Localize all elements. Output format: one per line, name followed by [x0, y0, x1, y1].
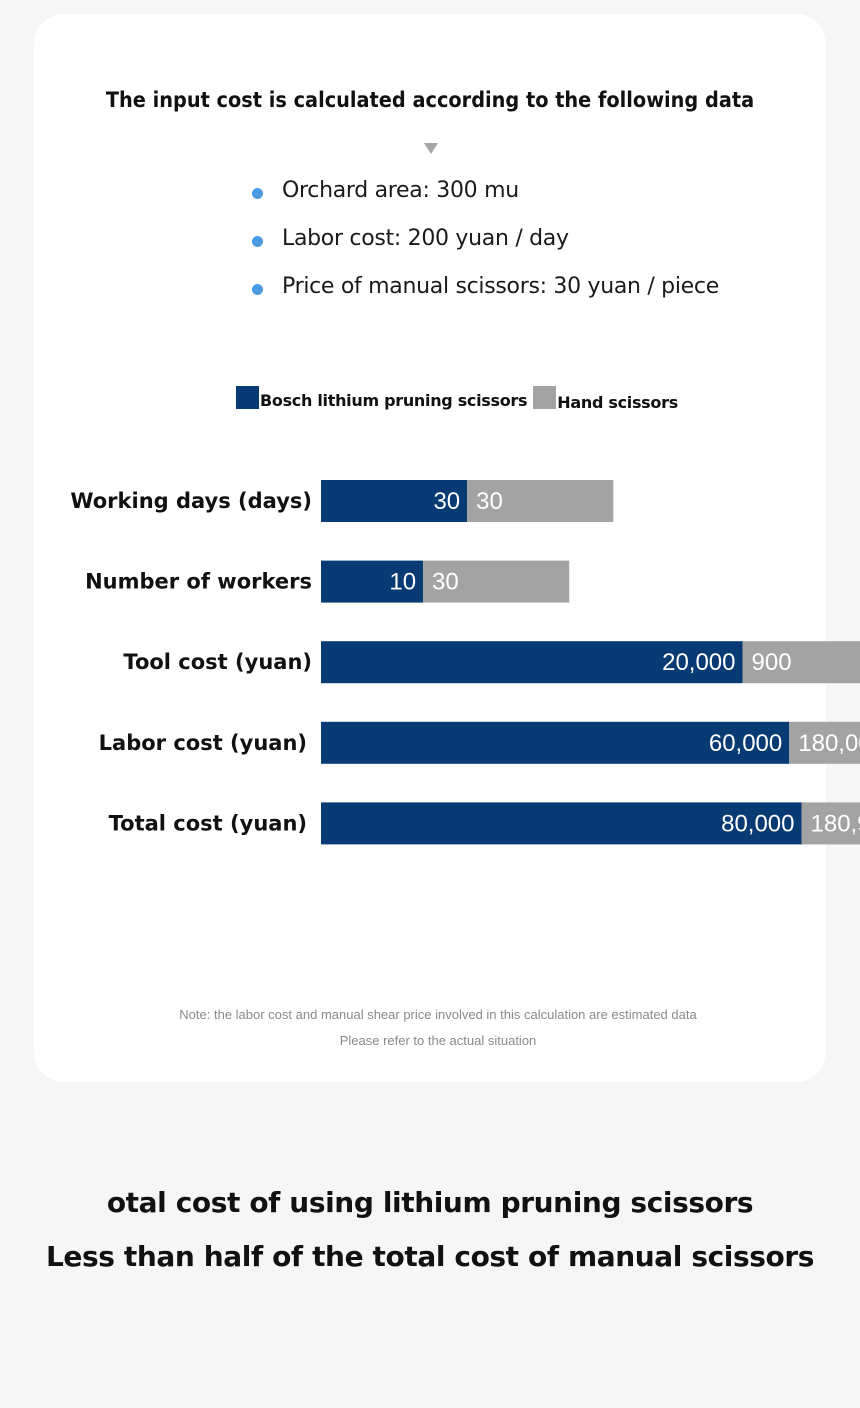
data-label-hand: 900 [752, 649, 792, 676]
legend-item-hand: Hand scissors [533, 386, 678, 412]
assumption-item: Orchard area: 300 mu [252, 178, 719, 226]
bar-hand [742, 641, 860, 684]
category-label: Working days (days) [70, 489, 312, 513]
data-label-bosch: 30 [433, 488, 460, 515]
data-label-hand: 30 [476, 488, 503, 515]
bar-bosch [321, 802, 802, 845]
assumption-text: Orchard area: 300 mu [282, 178, 519, 203]
bar-hand [801, 802, 860, 845]
conclusion-line-1: otal cost of using lithium pruning sciss… [106, 1186, 754, 1219]
category-label: Labor cost (yuan) [99, 731, 307, 755]
note-line-2: Please refer to the actual situation [339, 1033, 537, 1048]
note-line-1: Note: the labor cost and manual shear pr… [179, 1007, 697, 1022]
assumption-list: Orchard area: 300 mu Labor cost: 200 yua… [252, 178, 719, 322]
category-label: Total cost (yuan) [109, 811, 307, 835]
legend-label-hand: Hand scissors [557, 393, 678, 412]
legend-swatch-bosch [236, 386, 259, 409]
assumption-text: Labor cost: 200 yuan / day [282, 226, 569, 251]
data-label-bosch: 60,000 [709, 730, 782, 757]
bar-bosch [321, 641, 743, 684]
bullet-dot-icon [252, 284, 263, 295]
legend-swatch-hand [533, 386, 557, 409]
info-card [34, 14, 826, 1082]
data-label-bosch: 80,000 [721, 810, 794, 837]
cost-comparison-chart: Working days (days) 30 30 Number of workers… [70, 480, 860, 845]
heading: The input cost is calculated according t… [105, 88, 755, 112]
bar-hand [467, 480, 614, 522]
assumption-text: Price of manual scissors: 30 yuan / piec… [282, 274, 719, 299]
conclusion-line-2: Less than half of the total cost of manu… [45, 1240, 815, 1273]
legend-item-bosch: Bosch lithium pruning scissors [236, 386, 528, 410]
data-label-hand: 30 [432, 569, 459, 596]
assumption-item: Labor cost: 200 yuan / day [252, 226, 719, 274]
bar-hand [423, 560, 570, 603]
category-label: Number of workers [85, 570, 312, 594]
data-label-hand: 180,000 [798, 730, 860, 757]
category-label: Tool cost (yuan) [123, 650, 312, 674]
data-label-bosch: 20,000 [662, 649, 735, 676]
arrow-down-icon [424, 143, 438, 154]
bullet-dot-icon [252, 188, 263, 199]
chart-legend: Bosch lithium pruning scissors Hand scis… [236, 386, 684, 412]
bullet-dot-icon [252, 236, 263, 247]
data-label-hand: 180,900 [811, 810, 860, 837]
bar-bosch [321, 721, 790, 764]
bar-bosch [321, 480, 468, 522]
legend-label-bosch: Bosch lithium pruning scissors [260, 391, 528, 410]
assumption-item: Price of manual scissors: 30 yuan / piec… [252, 274, 719, 322]
bar-hand [789, 721, 860, 764]
bar-bosch [321, 560, 424, 603]
data-label-bosch: 10 [389, 569, 416, 596]
